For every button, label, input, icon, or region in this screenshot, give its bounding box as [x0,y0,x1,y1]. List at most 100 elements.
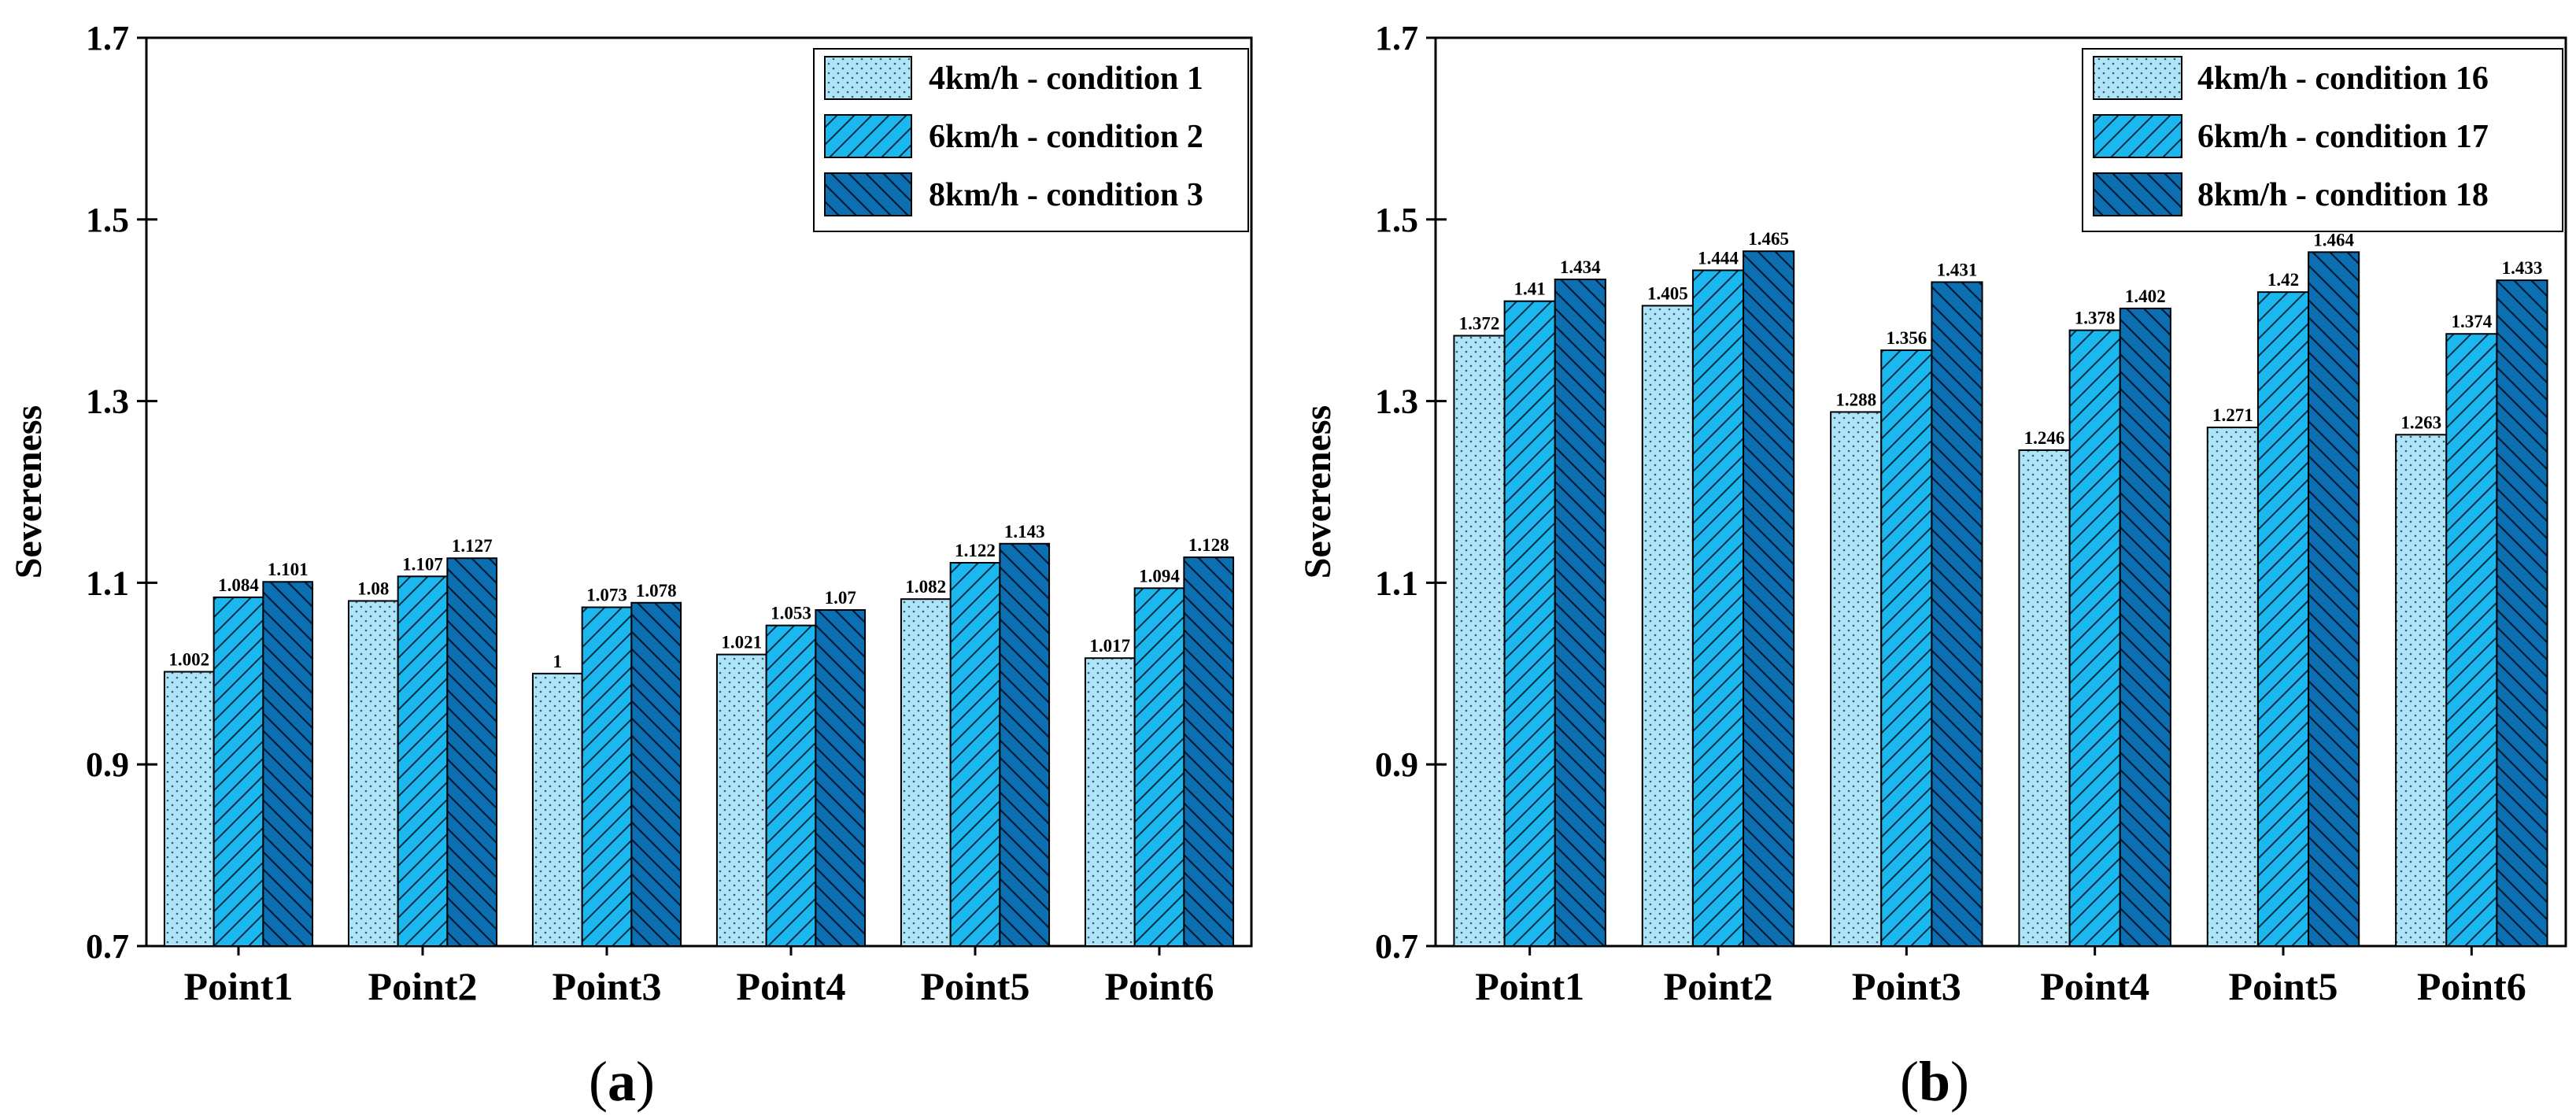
bar-value-label: 1.464 [2313,230,2354,250]
panel-label: (a) [589,1050,655,1113]
bar-a-s1-point4 [715,653,767,947]
bar-a-s1-point6 [1084,657,1136,947]
y-tick-label: 1.7 [1375,19,1418,57]
bar-value-label: 1.002 [168,649,209,669]
bar-value-label: 1.465 [1748,229,1789,249]
bar-value-label: 1.084 [218,575,259,595]
bar-value-label: 1.07 [825,588,856,608]
bar-b-s3-point1 [1554,278,1606,947]
x-category-label: Point6 [2417,964,2526,1008]
y-tick-label: 0.7 [1375,927,1418,966]
bar-b-s2-point1 [1503,300,1556,948]
plot-frame [1434,36,2567,948]
x-category-label: Point1 [1475,964,1584,1008]
bar-value-label: 1.127 [452,536,493,556]
legend-label-1: 4km/h - condition 1 [929,61,1203,97]
bar-a-s2-point4 [765,624,817,947]
bar-b-s1-point1 [1453,335,1506,947]
bar-value-label: 1.073 [586,586,627,605]
bar-value-label: 1.053 [771,604,811,623]
bar-a-s2-point5 [949,562,1001,948]
bar-a-s3-point5 [999,542,1051,947]
bar-b-s1-point4 [2018,449,2071,947]
bar-a-s3-point4 [815,609,867,948]
bar-value-label: 1.082 [905,577,946,597]
x-category-label: Point5 [921,964,1030,1008]
bar-b-s2-point5 [2256,291,2310,947]
x-category-label: Point2 [368,964,478,1008]
bar-a-s2-point1 [213,596,264,947]
chart-panel-b: 0.7 0.9 1.1 1.3 1.5 1.7 Severeness Point1 1.372 1… [1297,19,2567,1113]
y-tick-label: 1.1 [1375,564,1418,602]
bar-value-label: 1.017 [1089,636,1130,656]
bar-b-s3-point2 [1743,250,1795,947]
legend-swatch-2 [824,114,912,158]
bar-a-s1-point1 [163,671,215,947]
legend-label-1: 4km/h - condition 16 [2197,61,2489,97]
bar-value-label: 1.101 [268,560,309,579]
legend-swatch-1 [2093,56,2182,100]
plot-frame [145,36,1253,948]
legend-label-3: 8km/h - condition 3 [929,177,1203,213]
bar-value-label: 1.122 [955,541,996,560]
bar-a-s1-point2 [347,600,399,947]
bar-a-s3-point2 [446,557,498,947]
bar-a-s3-point1 [262,581,314,947]
bar-value-label: 1.431 [1937,260,1978,279]
legend-swatch-3 [824,172,912,216]
bar-value-label: 1 [553,652,563,671]
panel-label: (b) [1900,1050,1969,1113]
bar-value-label: 1.288 [1835,390,1876,409]
bar-a-s1-point5 [900,598,952,947]
chart-panel-a: 0.7 0.9 1.1 1.3 1.5 1.7 Severeness Point1 1.002 1… [8,19,1253,1113]
bar-b-s2-point2 [1691,269,1745,947]
bar-value-label: 1.128 [1188,535,1229,555]
bar-value-label: 1.42 [2267,270,2299,290]
x-category-label: Point1 [184,964,294,1008]
y-tick-label: 1.5 [1375,201,1418,239]
bar-b-s3-point3 [1931,281,1983,947]
legend-label-2: 6km/h - condition 2 [929,119,1203,155]
bar-value-label: 1.143 [1004,522,1045,542]
bar-value-label: 1.078 [636,581,677,601]
bar-value-label: 1.271 [2212,405,2253,425]
y-tick-label: 0.9 [86,745,129,784]
legend-swatch-3 [2093,172,2182,216]
legend-swatch-1 [824,56,912,100]
x-category-label: Point2 [1664,964,1773,1008]
bar-value-label: 1.405 [1647,283,1688,303]
bar-value-label: 1.41 [1514,279,1546,299]
bar-b-s1-point5 [2206,427,2259,947]
bar-a-s2-point6 [1133,587,1185,947]
bar-value-label: 1.094 [1139,566,1180,586]
y-tick-label: 1.3 [86,383,129,421]
bar-b-s1-point3 [1830,411,1883,947]
bar-b-s2-point6 [2445,333,2498,948]
bar-value-label: 1.433 [2502,258,2543,278]
y-tick-label: 0.7 [86,927,129,966]
bar-value-label: 1.444 [1698,248,1739,268]
bar-b-s3-point6 [2496,279,2548,948]
x-category-label: Point4 [2040,964,2149,1008]
legend-label-2: 6km/h - condition 17 [2197,119,2489,155]
bar-value-label: 1.434 [1560,257,1601,277]
bar-a-s1-point3 [531,672,583,947]
y-tick-label: 1.1 [86,564,129,602]
y-axis-label: Severeness [1297,405,1339,578]
bar-value-label: 1.356 [1886,328,1927,348]
bar-value-label: 1.021 [721,633,762,652]
y-tick-label: 1.7 [86,19,129,57]
legend-label-3: 8km/h - condition 18 [2197,177,2489,213]
y-tick-label: 1.3 [1375,383,1418,421]
bar-value-label: 1.246 [2024,428,2065,448]
bar-b-s3-point4 [2119,307,2171,947]
bar-a-s3-point3 [630,601,682,948]
bar-b-s2-point3 [1880,349,1933,947]
x-category-label: Point4 [737,964,846,1008]
bar-value-label: 1.08 [357,578,389,598]
bar-a-s2-point3 [581,606,633,947]
x-category-label: Point5 [2229,964,2338,1008]
bar-a-s2-point2 [397,575,449,948]
bar-b-s1-point6 [2395,434,2448,947]
